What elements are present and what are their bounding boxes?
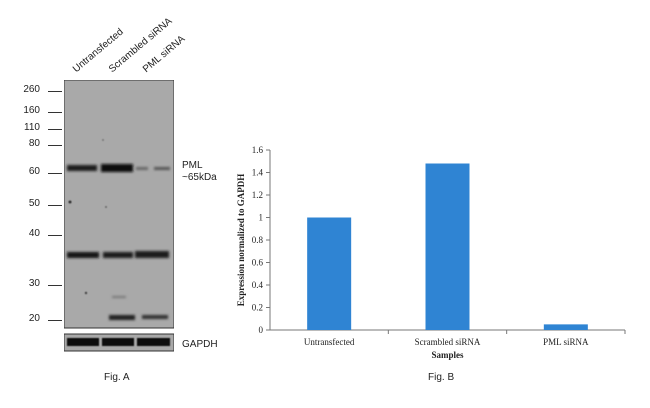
gapdh-label: GAPDH — [182, 339, 218, 350]
y-tick-label: 1.6 — [252, 145, 264, 155]
pml-label: PML — [182, 160, 203, 171]
mw-marker-40: 40 — [28, 228, 40, 239]
y-tick-label: 1 — [259, 213, 264, 223]
figure-a-western-blot: Untransfected Scrambled siRNA PML siRNA … — [0, 0, 260, 408]
y-tick-label: 0.4 — [252, 280, 264, 290]
mw-marker-30: 30 — [28, 278, 40, 289]
mw-tick — [48, 205, 62, 206]
mw-tick — [48, 112, 62, 113]
figure-a-caption: Fig. A — [104, 372, 130, 383]
mw-marker-160: 160 — [23, 105, 40, 116]
figure-b-caption: Fig. B — [428, 372, 455, 383]
bar — [543, 324, 588, 330]
y-tick-label: 1.2 — [252, 190, 263, 200]
figure-b-bar-chart: 0 0.2 0.4 0.6 0.8 1 1.2 1.4 1.6 Untransfected Scra… — [230, 140, 640, 370]
mw-marker-110: 110 — [24, 122, 40, 133]
bar-chart-svg: 0 0.2 0.4 0.6 0.8 1 1.2 1.4 1.6 Untransfected Scra… — [236, 145, 626, 360]
mw-marker-60: 60 — [28, 166, 40, 177]
mw-tick — [48, 235, 62, 236]
y-tick-label: 0.2 — [252, 303, 263, 313]
mw-tick — [48, 91, 62, 92]
y-axis-label: Expression normalized to GAPDH — [236, 174, 246, 307]
mw-marker-260: 260 — [23, 84, 40, 95]
mw-tick — [48, 173, 62, 174]
y-tick-label: 1.4 — [252, 168, 264, 178]
bar — [425, 163, 470, 330]
y-tick-label: 0.8 — [252, 235, 264, 245]
x-tick-label: PML siRNA — [543, 337, 589, 347]
x-axis-label: Samples — [431, 350, 464, 360]
x-tick-label: Untransfected — [304, 337, 355, 347]
bar — [307, 217, 352, 330]
mw-tick — [48, 320, 62, 321]
y-tick-label: 0.6 — [252, 258, 264, 268]
mw-marker-50: 50 — [28, 198, 40, 209]
western-blot-image — [64, 80, 174, 352]
pml-size-label: ~65kDa — [182, 172, 217, 183]
mw-tick — [48, 285, 62, 286]
mw-marker-20: 20 — [28, 313, 40, 324]
pml-band-label: PML ~65kDa — [182, 160, 217, 184]
y-tick-label: 0 — [259, 325, 264, 335]
x-tick-label: Scrambled siRNA — [415, 337, 481, 347]
mw-tick — [48, 145, 62, 146]
mw-marker-80: 80 — [28, 138, 40, 149]
mw-tick — [48, 129, 62, 130]
